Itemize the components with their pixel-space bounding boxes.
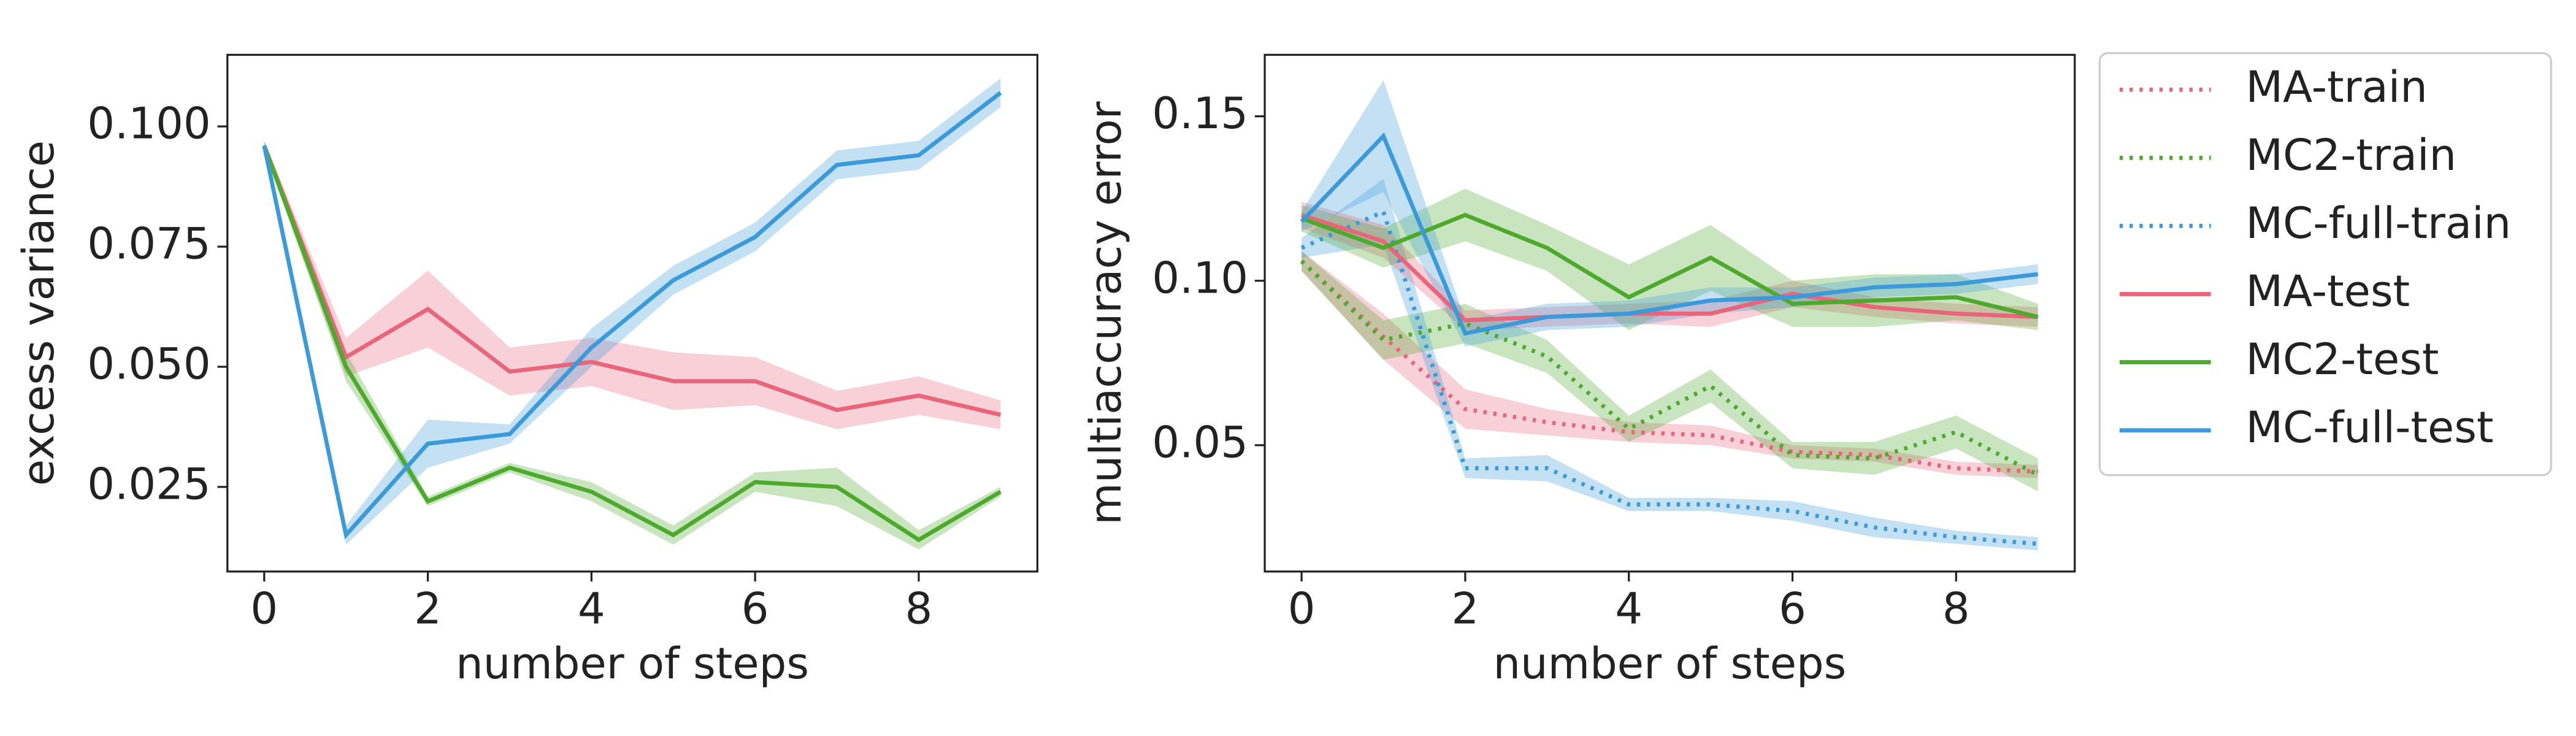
x-tick-label: 4 (1615, 583, 1643, 634)
y-axis-label: multiaccuracy error (1081, 101, 1131, 525)
series-line (262, 145, 1002, 417)
legend-box (2098, 52, 2553, 477)
y-tick-label: 0.05 (1152, 417, 1248, 467)
legend-label: MA-test (2245, 266, 2410, 316)
y-tick-label: 0.100 (87, 99, 210, 149)
x-tick-label: 2 (1452, 583, 1479, 634)
legend-label: MC2-test (2245, 334, 2439, 385)
confidence-band (1301, 178, 2038, 551)
y-tick-label: 0.10 (1152, 253, 1248, 303)
y-tick-label: 0.15 (1152, 88, 1248, 139)
plot-frame (226, 53, 1038, 573)
legend-label: MC-full-test (2245, 402, 2493, 453)
series-line (1301, 213, 2038, 323)
x-tick-label: 8 (1942, 583, 1970, 634)
x-tick-label: 4 (578, 583, 605, 634)
series-line (262, 145, 1002, 543)
x-tick-label: 6 (1779, 583, 1806, 634)
x-tick-label: 6 (742, 583, 769, 634)
x-axis-label: number of steps (456, 638, 809, 689)
plot-frame (1263, 53, 2076, 573)
x-tick-label: 0 (1288, 583, 1316, 634)
confidence-band (1301, 80, 2038, 347)
y-tick-label: 0.075 (87, 219, 210, 269)
confidence-band (1301, 202, 2038, 331)
series-line (1300, 259, 2039, 477)
series-line (1300, 132, 2039, 336)
series-line (1300, 209, 2038, 546)
x-tick-label: 2 (414, 583, 442, 634)
x-tick-label: 8 (905, 583, 933, 634)
series-line (262, 91, 1002, 540)
legend-label: MA-train (2245, 62, 2427, 112)
legend-label: MC2-train (2245, 130, 2456, 180)
y-axis-label: excess variance (13, 140, 64, 486)
confidence-band (264, 140, 1001, 429)
legend-label: MC-full-train (2245, 198, 2511, 248)
y-tick-label: 0.025 (87, 459, 210, 509)
x-axis-label: number of steps (1493, 638, 1846, 689)
x-tick-label: 0 (250, 583, 278, 634)
y-tick-label: 0.050 (87, 339, 210, 389)
confidence-band (1301, 251, 2038, 478)
